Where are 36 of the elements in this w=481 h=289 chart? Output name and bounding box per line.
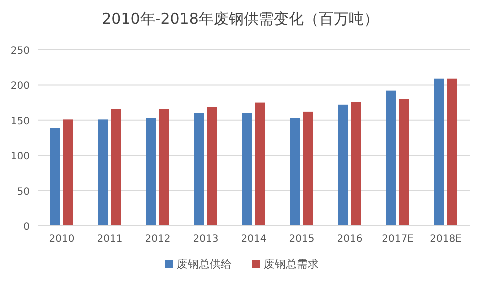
x-tick-label: 2017E — [382, 234, 414, 245]
bar — [242, 113, 252, 226]
legend-label: 废钢总需求 — [264, 258, 319, 271]
bar — [112, 109, 122, 226]
bar — [64, 120, 74, 226]
y-tick-label: 200 — [10, 81, 30, 92]
x-tick-label: 2012 — [145, 234, 171, 245]
bar — [290, 118, 300, 226]
legend-label: 废钢总供给 — [177, 258, 232, 271]
x-tick-label: 2015 — [289, 234, 315, 245]
x-tick-label: 2014 — [241, 234, 267, 245]
bar — [400, 99, 410, 226]
bar — [434, 78, 444, 226]
bar — [98, 120, 108, 226]
y-tick-label: 50 — [17, 186, 30, 198]
bar — [194, 113, 204, 226]
bar — [338, 104, 348, 226]
x-tick-label: 2018E — [430, 234, 462, 245]
bar — [160, 109, 170, 226]
x-tick-label: 2013 — [193, 234, 219, 245]
x-tick-label: 2010 — [49, 234, 75, 245]
y-tick-label: 0 — [24, 222, 30, 233]
y-tick-label: 100 — [10, 152, 30, 163]
y-tick-label: 250 — [10, 46, 30, 57]
bar — [256, 102, 266, 226]
bar — [50, 128, 60, 226]
bar — [352, 102, 362, 226]
x-tick-label: 2011 — [97, 234, 123, 245]
x-tick-label: 2016 — [337, 234, 363, 245]
bar — [146, 118, 156, 226]
chart-title: 2010年-2018年废钢供需变化（百万吨） — [102, 10, 379, 28]
y-tick-label: 150 — [10, 116, 30, 128]
bar — [386, 90, 396, 226]
bar — [208, 107, 218, 226]
bar — [304, 112, 314, 226]
bar — [448, 78, 458, 226]
